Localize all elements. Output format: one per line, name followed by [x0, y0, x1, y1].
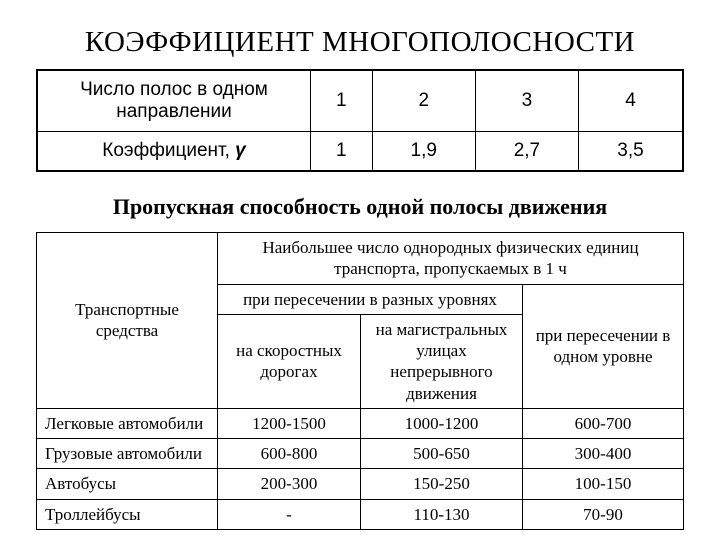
t2-cell: 100-150 [523, 469, 684, 499]
coefficient-table: Число полос в одном направлении 1 2 3 4 … [36, 69, 684, 172]
t2-cell: - [218, 499, 361, 529]
t1-cell: 4 [579, 70, 684, 132]
t1-row1-label: Число полос в одном направлении [37, 70, 311, 132]
table-row: Грузовые автомобили 600-800 500-650 300-… [37, 439, 684, 469]
table-header-row: Транспортные средства Наибольшее число о… [37, 233, 684, 285]
t2-cell: 1000-1200 [361, 408, 523, 438]
table-row: Число полос в одном направлении 1 2 3 4 [37, 70, 683, 132]
t2-row-label: Троллейбусы [37, 499, 218, 529]
t1-cell: 2,7 [475, 132, 578, 172]
t2-cell: 70-90 [523, 499, 684, 529]
t2-cell: 1200-1500 [218, 408, 361, 438]
capacity-table: Транспортные средства Наибольшее число о… [36, 232, 684, 530]
t2-row-label: Автобусы [37, 469, 218, 499]
t2-header-midspan: при пересечении в разных уровнях [218, 284, 523, 314]
t2-header-left: Транспортные средства [37, 233, 218, 409]
t2-header-sub2: на магистральных улицах непрерывного дви… [361, 314, 523, 408]
t1-cell: 1 [311, 70, 373, 132]
t1-cell: 3 [475, 70, 578, 132]
page-title: КОЭФФИЦИЕНТ МНОГОПОЛОСНОСТИ [36, 26, 684, 59]
t2-cell: 600-700 [523, 408, 684, 438]
section-subtitle: Пропускная способность одной полосы движ… [36, 194, 684, 220]
gamma-symbol: γ [235, 140, 246, 161]
table-row: Коэффициент, γ 1 1,9 2,7 3,5 [37, 132, 683, 172]
table-row: Троллейбусы - 110-130 70-90 [37, 499, 684, 529]
t1-row2-prefix: Коэффициент, [102, 140, 235, 161]
t2-cell: 600-800 [218, 439, 361, 469]
t2-header-right: при пересечении в одном уровне [523, 284, 684, 408]
t1-row2-label: Коэффициент, γ [37, 132, 311, 172]
t2-cell: 200-300 [218, 469, 361, 499]
t2-header-top: Наибольшее число однородных физических е… [218, 233, 684, 285]
t1-cell: 1 [311, 132, 373, 172]
t2-cell: 110-130 [361, 499, 523, 529]
t2-cell: 500-650 [361, 439, 523, 469]
t2-cell: 300-400 [523, 439, 684, 469]
t2-row-label: Грузовые автомобили [37, 439, 218, 469]
t1-cell: 3,5 [579, 132, 684, 172]
t2-row-label: Легковые автомобили [37, 408, 218, 438]
table-row: Легковые автомобили 1200-1500 1000-1200 … [37, 408, 684, 438]
t2-header-sub1: на скоростных дорогах [218, 314, 361, 408]
t2-cell: 150-250 [361, 469, 523, 499]
table-row: Автобусы 200-300 150-250 100-150 [37, 469, 684, 499]
t1-cell: 2 [372, 70, 475, 132]
t1-cell: 1,9 [372, 132, 475, 172]
